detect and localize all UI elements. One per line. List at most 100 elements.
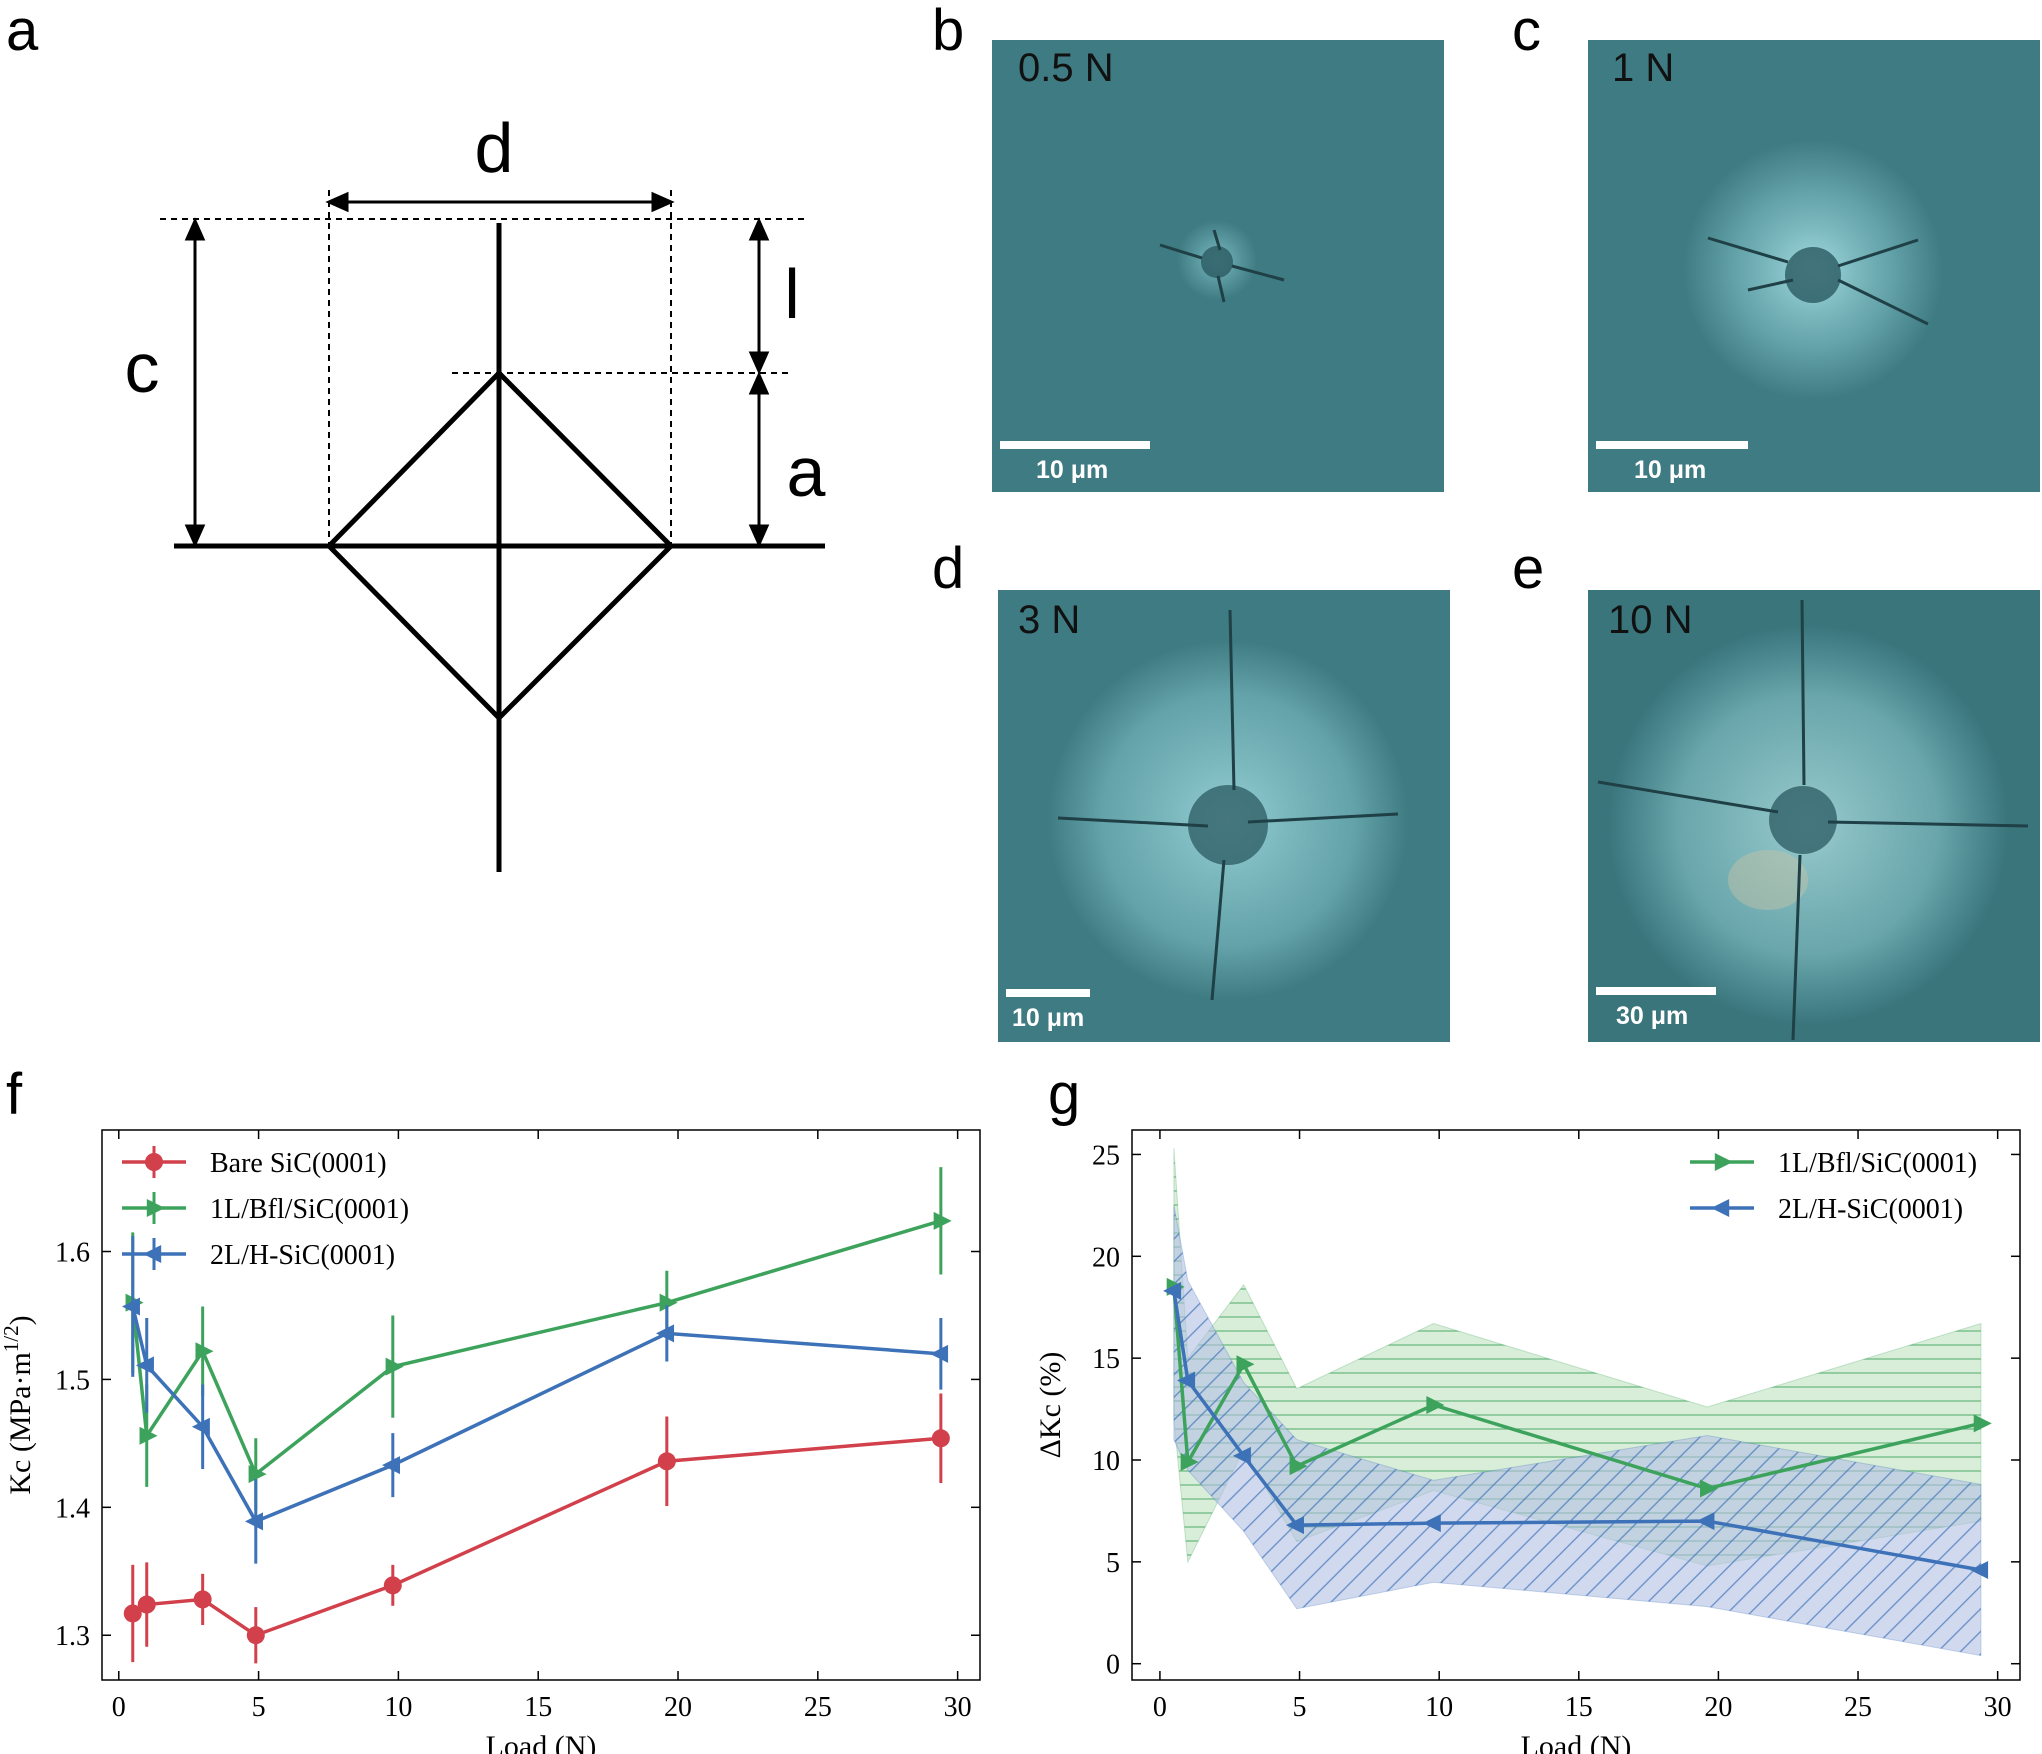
f-point-0-1: [137, 1595, 156, 1614]
g-point-0-3: [1289, 1457, 1308, 1476]
g-ylabel: ΔKc (%): [1034, 1352, 1067, 1459]
f-point-1-2: [195, 1342, 214, 1361]
f-point-2-0: [121, 1297, 140, 1316]
dimension-label-c: c: [125, 329, 160, 407]
g-ytick-label-4: 20: [1092, 1242, 1120, 1273]
g-point-1-5: [1696, 1512, 1715, 1531]
g-point-0-6: [1973, 1414, 1992, 1433]
f-point-1-1: [139, 1426, 158, 1445]
g-point-1-2: [1232, 1446, 1251, 1465]
f-xlabel: Load (N): [486, 1730, 597, 1754]
g-xtick-label-6: 30: [1984, 1692, 2012, 1723]
g-point-0-1: [1180, 1453, 1199, 1472]
micrograph-d: [998, 590, 1450, 1042]
scale-label-c: 10 μm: [1634, 456, 1707, 484]
panel-letter-a: a: [6, 0, 39, 63]
f-axes-frame: [101, 1129, 981, 1681]
scale-bar-e: [1596, 987, 1716, 995]
g-xtick-label-5: 25: [1844, 1692, 1872, 1723]
load-label-b: 0.5 N: [1018, 46, 1114, 90]
g-point-1-4: [1422, 1514, 1441, 1533]
f-point-2-5: [656, 1324, 675, 1343]
f-point-2-2: [191, 1417, 210, 1436]
f-legend-marker-0: [145, 1153, 163, 1171]
f-ytick-label-2: 1.5: [55, 1365, 90, 1396]
scale-label-d: 10 μm: [1012, 1004, 1085, 1032]
g-point-1-0: [1163, 1281, 1182, 1300]
panel-letter-d: d: [932, 536, 965, 601]
scale-bar-c: [1596, 441, 1748, 449]
f-xtick-label-4: 20: [664, 1692, 692, 1723]
f-point-1-3: [248, 1465, 267, 1484]
g-ytick-label-2: 10: [1092, 1446, 1120, 1477]
f-legend-label-2: 2L/H-SiC(0001): [210, 1240, 395, 1271]
g-point-0-5: [1700, 1479, 1719, 1498]
f-point-0-3: [246, 1626, 265, 1645]
load-label-e: 10 N: [1608, 598, 1693, 642]
g-legend-label-1: 2L/H-SiC(0001): [1778, 1194, 1963, 1225]
g-legend-marker-1: [1711, 1199, 1730, 1217]
f-point-0-6: [931, 1429, 950, 1448]
f-point-2-1: [135, 1356, 154, 1375]
panel-letter-c: c: [1512, 0, 1541, 63]
f-xtick-label-1: 5: [252, 1692, 266, 1723]
panel-letter-f: f: [6, 1062, 23, 1127]
f-point-2-3: [244, 1512, 263, 1531]
g-point-1-6: [1970, 1561, 1989, 1579]
g-xtick-label-4: 20: [1704, 1692, 1732, 1723]
f-series-line-2: [131, 1306, 941, 1524]
panel-letter-b: b: [932, 0, 965, 63]
dimension-label-a: a: [787, 433, 826, 511]
f-point-1-5: [659, 1293, 678, 1312]
f-ytick-label-1: 1.4: [55, 1493, 90, 1524]
kc-vs-load-chart: 0 5 10 15 20 25 30 1.3 1.4 1.5 1.6 Load (N) Kc (MPa·…: [0, 1129, 981, 1754]
f-legend-marker-2: [143, 1245, 162, 1263]
f-xtick-label-0: 0: [112, 1692, 126, 1723]
delta-kc-vs-load-chart: 0 5 10 15 20 25 30 0 5 10 15 20 25 Load (N) ΔKc (%) 1L/…: [1034, 1129, 2021, 1754]
g-point-1-3: [1285, 1516, 1304, 1535]
f-xtick-label-2: 10: [384, 1692, 412, 1723]
g-point-0-2: [1236, 1355, 1255, 1374]
scale-bar-b: [1000, 441, 1150, 449]
indentation-schematic: d c l a: [125, 109, 826, 872]
f-point-1-6: [933, 1211, 952, 1230]
g-legend-marker-0: [1714, 1153, 1733, 1171]
g-xtick-label-0: 0: [1153, 1692, 1167, 1723]
f-legend-marker-1: [146, 1199, 165, 1217]
f-ylabel: Kc (MPa·m1/2): [0, 1315, 37, 1494]
f-legend-label-1: 1L/Bfl/SiC(0001): [210, 1194, 409, 1225]
f-point-2-6: [930, 1344, 949, 1363]
f-ytick-label-3: 1.6: [55, 1238, 90, 1269]
scale-label-e: 30 μm: [1616, 1002, 1689, 1030]
dimension-label-l: l: [784, 255, 800, 333]
f-ytick-label-0: 1.3: [55, 1621, 90, 1652]
g-ytick-label-3: 15: [1092, 1344, 1120, 1375]
dimension-label-d: d: [475, 109, 514, 187]
g-axes-frame: [1131, 1129, 2021, 1681]
load-label-c: 1 N: [1612, 46, 1675, 90]
f-point-0-5: [657, 1452, 676, 1471]
f-point-0-2: [193, 1590, 212, 1609]
g-point-1-1: [1177, 1371, 1196, 1390]
f-point-2-4: [382, 1456, 401, 1475]
g-ytick-label-0: 0: [1106, 1650, 1120, 1681]
g-legend-label-0: 1L/Bfl/SiC(0001): [1778, 1148, 1977, 1179]
f-legend-label-0: Bare SiC(0001): [210, 1148, 387, 1179]
g-xtick-label-1: 5: [1293, 1692, 1307, 1723]
f-point-0-4: [383, 1576, 402, 1595]
g-ytick-label-5: 25: [1092, 1140, 1120, 1171]
g-xlabel: Load (N): [1521, 1730, 1632, 1754]
scale-label-b: 10 μm: [1036, 456, 1109, 484]
g-ytick-label-1: 5: [1106, 1548, 1120, 1579]
panel-letter-g: g: [1048, 1062, 1081, 1127]
load-label-d: 3 N: [1018, 598, 1081, 642]
micrograph-c: [1588, 40, 2040, 492]
g-xtick-label-3: 15: [1565, 1692, 1593, 1723]
micrograph-b: [992, 40, 1444, 492]
micrograph-e: [1588, 590, 2040, 1042]
f-point-1-4: [385, 1357, 404, 1376]
f-xtick-label-6: 30: [944, 1692, 972, 1723]
f-xtick-label-3: 15: [524, 1692, 552, 1723]
g-xtick-label-2: 10: [1425, 1692, 1453, 1723]
g-band-hatch-1: [1173, 1205, 1981, 1656]
